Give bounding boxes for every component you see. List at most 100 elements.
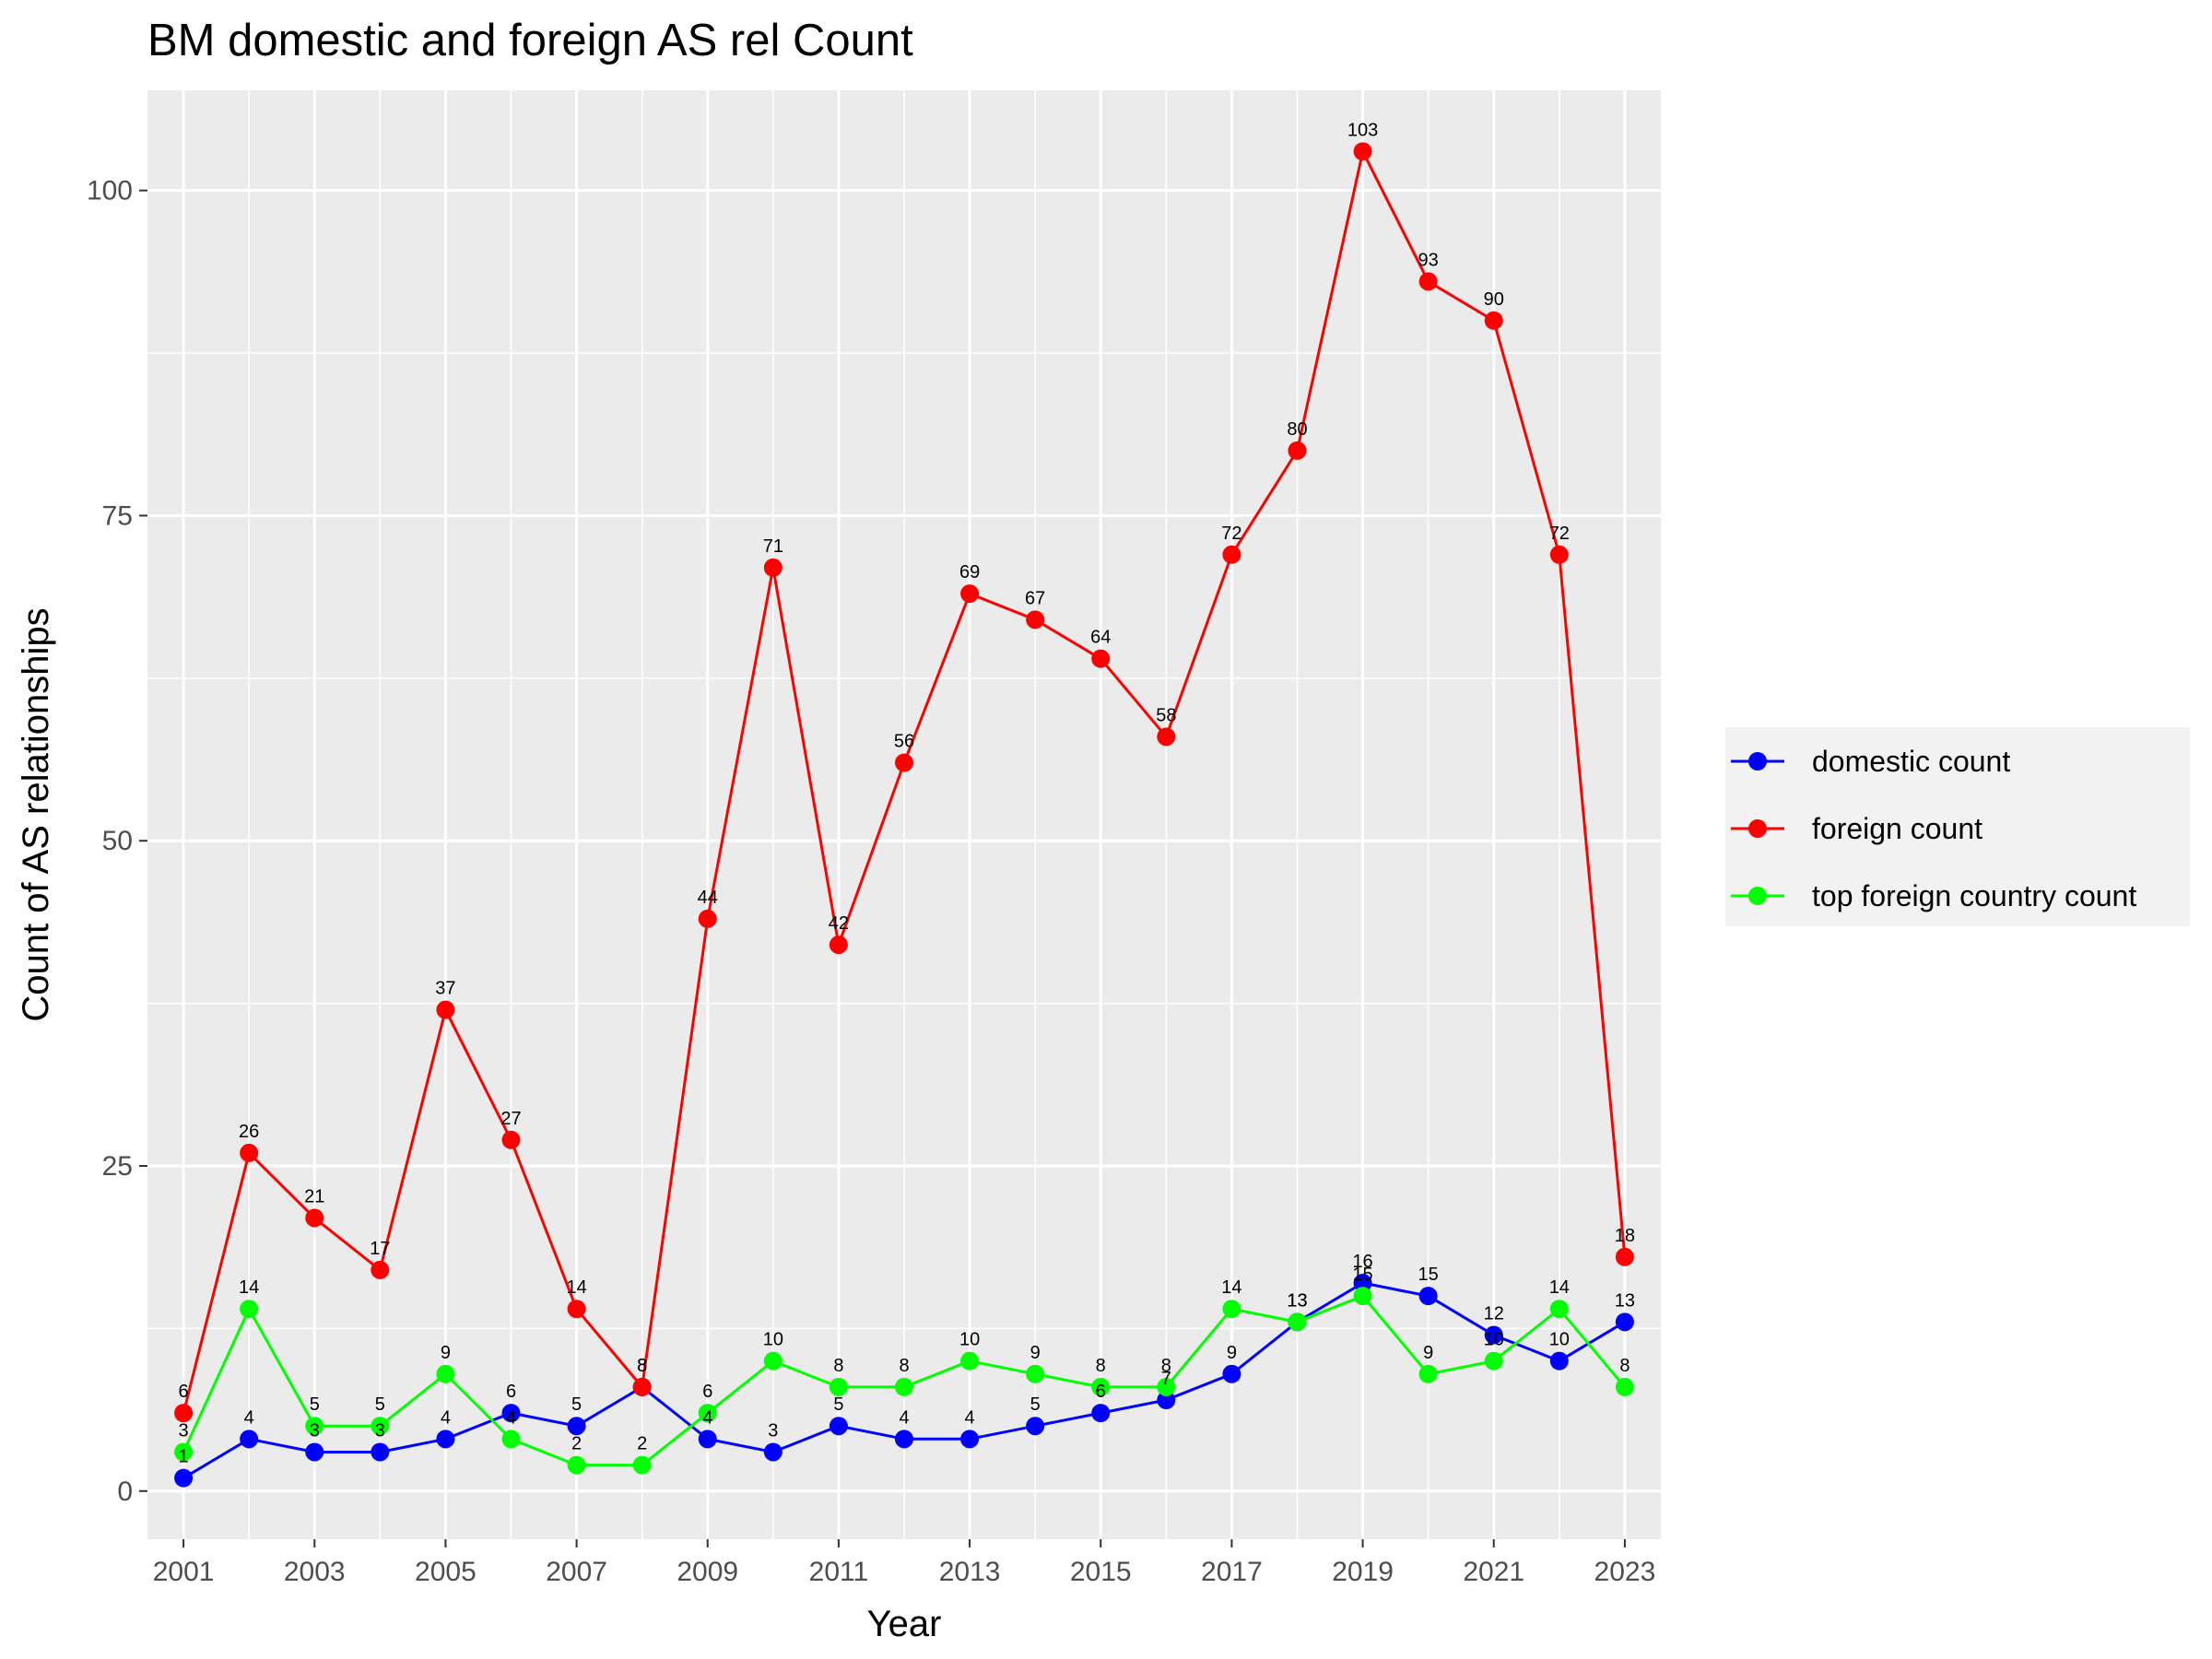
data-label-top-foreign-country-count: 15	[1352, 1265, 1372, 1285]
x-tick-label: 2007	[546, 1557, 607, 1587]
data-point-foreign-count	[501, 1130, 521, 1149]
data-point-foreign-count	[763, 558, 782, 577]
data-label-top-foreign-country-count: 2	[571, 1434, 582, 1454]
legend-item-domestic-count: domestic count	[1731, 745, 2010, 778]
data-label-foreign-count: 93	[1418, 250, 1439, 270]
x-tick-label: 2013	[939, 1557, 1001, 1587]
data-point-domestic-count	[501, 1404, 521, 1423]
data-label-domestic-count: 4	[441, 1407, 451, 1428]
x-tick-label: 2001	[153, 1557, 215, 1587]
data-point-top-foreign-country-count	[567, 1455, 586, 1475]
data-label-domestic-count: 4	[965, 1407, 975, 1428]
data-label-domestic-count: 1	[179, 1447, 189, 1467]
data-point-top-foreign-country-count	[1484, 1351, 1503, 1371]
chart-title: BM domestic and foreign AS rel Count	[147, 16, 913, 65]
y-tick-label: 100	[87, 176, 133, 206]
data-point-foreign-count	[371, 1260, 390, 1279]
data-label-foreign-count: 14	[566, 1277, 586, 1298]
data-label-top-foreign-country-count: 8	[899, 1356, 909, 1376]
data-label-domestic-count: 5	[1030, 1394, 1041, 1415]
x-axis: 2001 2003 2005 2007 2009 2011 2013 2015 2017 2019…	[153, 1539, 1656, 1587]
data-label-domestic-count: 6	[1096, 1382, 1106, 1402]
x-tick-label: 2023	[1594, 1557, 1656, 1587]
gridlines	[147, 90, 1661, 1539]
data-point-top-foreign-country-count	[240, 1300, 259, 1319]
data-label-foreign-count: 17	[370, 1239, 390, 1259]
data-point-domestic-count	[174, 1468, 194, 1488]
legend-item-top-foreign-country-count: top foreign country count	[1731, 879, 2136, 912]
x-tick-label: 2003	[284, 1557, 346, 1587]
x-tick-label: 2017	[1201, 1557, 1263, 1587]
data-label-domestic-count: 4	[244, 1407, 254, 1428]
data-point-domestic-count	[1026, 1417, 1045, 1436]
data-label-top-foreign-country-count: 8	[1161, 1356, 1171, 1376]
data-point-top-foreign-country-count	[698, 1404, 717, 1423]
data-label-top-foreign-country-count: 14	[239, 1277, 259, 1298]
legend-key-point	[1748, 752, 1767, 771]
data-label-domestic-count: 5	[571, 1394, 582, 1415]
data-label-domestic-count: 6	[506, 1382, 516, 1402]
legend-key-point	[1748, 819, 1767, 838]
data-label-foreign-count: 67	[1025, 588, 1045, 608]
data-point-foreign-count	[305, 1208, 324, 1228]
data-point-foreign-count	[1418, 272, 1438, 291]
data-label-top-foreign-country-count: 5	[310, 1394, 320, 1415]
data-label-top-foreign-country-count: 9	[1423, 1343, 1433, 1363]
data-point-domestic-count	[305, 1442, 324, 1462]
data-label-domestic-count: 4	[702, 1407, 712, 1428]
data-point-top-foreign-country-count	[1091, 1377, 1111, 1396]
data-point-foreign-count	[1615, 1247, 1634, 1266]
data-label-foreign-count: 72	[1549, 524, 1570, 544]
data-label-foreign-count: 6	[179, 1382, 189, 1402]
data-label-foreign-count: 71	[763, 536, 783, 557]
data-label-foreign-count: 103	[1347, 120, 1378, 140]
data-label-foreign-count: 56	[894, 732, 914, 752]
data-label-domestic-count: 4	[899, 1407, 909, 1428]
x-tick-label: 2005	[415, 1557, 477, 1587]
data-point-foreign-count	[1091, 649, 1111, 668]
legend-background	[1725, 727, 2190, 926]
y-tick-label: 25	[102, 1151, 133, 1182]
x-axis-title: Year	[867, 1604, 942, 1644]
data-point-foreign-count	[632, 1377, 652, 1396]
legend-label: domestic count	[1812, 745, 2010, 778]
data-point-domestic-count	[763, 1442, 782, 1462]
data-point-domestic-count	[1615, 1312, 1634, 1332]
data-label-foreign-count: 72	[1221, 524, 1241, 544]
data-label-domestic-count: 5	[833, 1394, 843, 1415]
data-label-domestic-count: 13	[1287, 1290, 1307, 1311]
data-point-foreign-count	[1157, 727, 1176, 747]
data-point-top-foreign-country-count	[371, 1417, 390, 1436]
data-point-foreign-count	[174, 1404, 194, 1423]
data-label-foreign-count: 80	[1287, 419, 1307, 440]
data-point-domestic-count	[698, 1430, 717, 1449]
data-label-domestic-count: 8	[637, 1356, 647, 1376]
legend-item-foreign-count: foreign count	[1731, 812, 1983, 845]
x-tick-label: 2021	[1463, 1557, 1524, 1587]
data-label-top-foreign-country-count: 14	[1549, 1277, 1570, 1298]
legend-label: top foreign country count	[1812, 879, 2136, 912]
data-point-top-foreign-country-count	[436, 1364, 455, 1383]
data-point-foreign-count	[960, 584, 980, 604]
legend: domestic count foreign count top foreign c…	[1725, 727, 2190, 926]
x-tick-label: 2011	[809, 1557, 869, 1587]
data-point-foreign-count	[829, 935, 848, 955]
data-label-top-foreign-country-count: 13	[1287, 1290, 1307, 1311]
data-label-top-foreign-country-count: 8	[1619, 1356, 1630, 1376]
data-label-foreign-count: 58	[1156, 705, 1176, 725]
data-point-foreign-count	[1353, 142, 1372, 161]
data-label-foreign-count: 26	[239, 1122, 259, 1142]
legend-label: foreign count	[1812, 812, 1983, 845]
data-point-top-foreign-country-count	[1549, 1300, 1569, 1319]
data-label-domestic-count: 3	[768, 1420, 778, 1441]
data-label-top-foreign-country-count: 9	[441, 1343, 451, 1363]
y-tick-label: 75	[102, 500, 133, 531]
data-label-top-foreign-country-count: 8	[833, 1356, 843, 1376]
data-label-domestic-count: 10	[1549, 1330, 1570, 1350]
data-label-foreign-count: 37	[435, 979, 455, 999]
data-point-foreign-count	[1026, 610, 1045, 629]
data-point-foreign-count	[895, 753, 913, 772]
x-tick-label: 2015	[1070, 1557, 1132, 1587]
